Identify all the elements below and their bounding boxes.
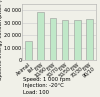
Bar <box>86 19 93 60</box>
Bar <box>62 19 68 60</box>
Bar <box>25 41 32 60</box>
Bar <box>50 18 56 60</box>
Y-axis label: Specific energy consumption (kJ/m³): Specific energy consumption (kJ/m³) <box>0 0 3 80</box>
Bar <box>38 12 44 60</box>
Text: Speed: 1 000 rpm
Injection: -20°C
Load: 100: Speed: 1 000 rpm Injection: -20°C Load: … <box>23 77 71 95</box>
Bar <box>74 19 80 60</box>
